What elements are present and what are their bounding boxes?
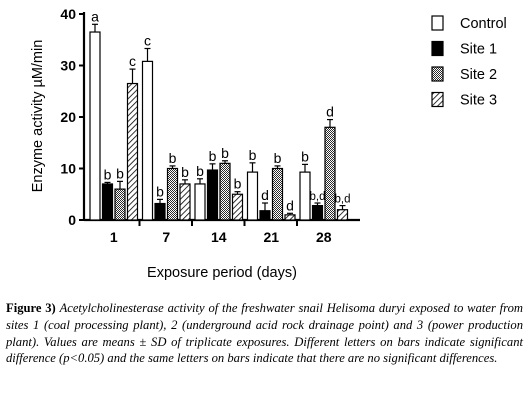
y-axis-title: Enzyme activity µM/min [30,40,46,193]
x-tick-label: 1 [110,229,118,245]
bar [141,60,154,221]
x-tick-label: 14 [211,229,227,245]
legend-label: Site 3 [460,93,497,109]
bar [259,210,271,221]
bar [114,188,126,221]
significance-letter: b [249,147,257,163]
x-axis-title: Exposure period (days) [147,265,297,281]
legend-swatch [431,91,444,108]
figure-label: Figure 3) [6,301,56,315]
legend-swatch [431,15,444,31]
bar [246,171,259,221]
significance-letter: d [326,104,334,120]
bar [101,183,114,221]
bar [166,167,179,221]
significance-letter: b [234,176,242,192]
legend-label: Site 1 [460,42,497,58]
legend-label: Site 2 [460,67,497,83]
significance-letter: b [104,166,112,182]
significance-letter: c [144,33,151,49]
bar [194,183,206,221]
figure-caption-text: Acetylcholinesterase activity of the fre… [6,301,523,366]
significance-letter: b [221,145,229,161]
bar [311,204,324,221]
bar [336,209,349,221]
significance-letter: b [196,163,204,179]
bar [179,183,191,221]
bar [284,214,296,221]
y-tick-label: 0 [68,212,76,228]
x-tick-label: 7 [162,229,170,245]
y-tick-label: 10 [60,161,76,177]
y-tick-label: 20 [60,109,76,125]
x-tick-label: 21 [263,229,279,245]
y-tick-label: 40 [60,6,76,22]
legend-swatch [431,66,444,82]
bar [206,169,219,221]
significance-letter: b [169,150,177,166]
significance-letter: b [156,183,164,199]
legend: Control Site 1 Site 2 Site 3 [431,15,507,109]
y-tick-label: 30 [60,58,76,74]
axes-layer: 0 10 20 30 40 1 7 14 21 28 [60,6,360,245]
significance-letter: b [181,164,189,180]
significance-letter: b [301,148,309,164]
bar [154,202,166,221]
bar [324,126,336,221]
bar [126,82,139,221]
significance-letter: a [91,8,99,24]
bar [219,162,231,221]
legend-swatch [431,40,444,57]
figure-caption: Figure 3) Acetylcholinesterase activity … [6,300,523,367]
x-tick-label: 28 [316,229,332,245]
legend-label: Control [460,16,507,32]
bar [231,193,244,221]
bars-layer [89,23,349,221]
bar [299,171,311,221]
significance-letter: b [209,148,217,164]
significance-letter: b,d [310,191,326,203]
bar [89,31,101,221]
significance-letter: d [286,197,294,213]
significance-letter: b [116,165,124,181]
bar [271,167,284,221]
chart-container: 0 10 20 30 40 1 7 14 21 28 a c b b b b b b d b,d b b b b d c b b d b… [30,6,507,281]
significance-letter: c [129,53,136,69]
significance-letter: b,d [335,194,351,206]
significance-letter: b [274,150,282,166]
significance-letter: d [261,187,269,203]
